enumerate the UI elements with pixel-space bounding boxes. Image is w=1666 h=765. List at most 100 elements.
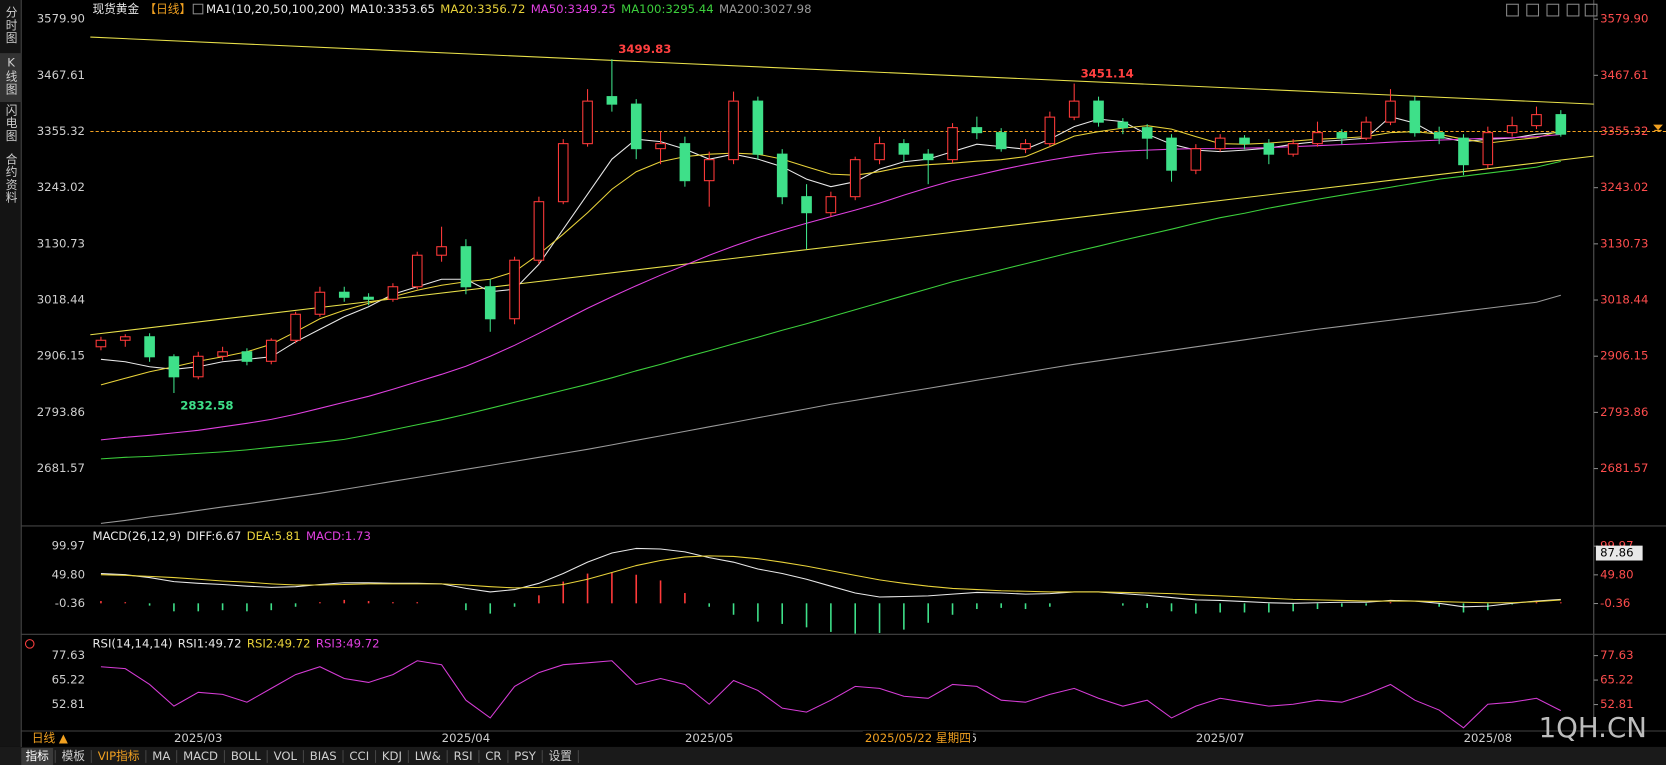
candle-body xyxy=(995,132,1007,150)
y2-tick-label: 3355.32 xyxy=(1600,124,1648,138)
candle-body xyxy=(1385,100,1396,123)
candle-body xyxy=(1190,148,1202,171)
period-button[interactable]: 日线 ▲ xyxy=(32,731,68,745)
sidebar-tab[interactable]: K线图 xyxy=(4,55,18,96)
y2-tick-label: 77.63 xyxy=(1600,648,1633,662)
bottom-tab[interactable]: 指标 xyxy=(26,749,50,763)
candle-body xyxy=(509,259,520,320)
candle-body xyxy=(1531,114,1542,127)
candle-body xyxy=(1044,116,1056,145)
y2-tick-label: 3130.73 xyxy=(1600,236,1648,250)
sidebar-tab[interactable]: 合约资料 xyxy=(4,152,18,204)
settings-icon[interactable] xyxy=(24,639,35,649)
sidebar-tab[interactable]: 分时图 xyxy=(4,6,18,44)
x-tick-label: 2025/04 xyxy=(442,731,491,745)
y2-tick-label: 2906.15 xyxy=(1600,349,1648,363)
candle-body xyxy=(971,127,983,134)
candle-body xyxy=(1239,137,1250,145)
candle-body xyxy=(1020,143,1031,150)
bottom-tab[interactable]: BIAS xyxy=(310,749,337,763)
y-tick-label: 3579.90 xyxy=(37,12,85,26)
y-tick-label: -0.36 xyxy=(55,596,85,610)
candle-body xyxy=(1093,100,1104,123)
candle-body xyxy=(460,246,472,288)
candle-body xyxy=(1287,143,1299,155)
icon[interactable] xyxy=(1566,3,1580,17)
panel-header: RSI1:49.72 xyxy=(178,636,242,650)
candle-body xyxy=(217,351,228,357)
ma-line xyxy=(100,294,1561,524)
icon[interactable] xyxy=(1546,3,1560,17)
x-tick-label: 2025/07 xyxy=(1196,731,1245,745)
x-tick-label: 2025/03 xyxy=(174,731,223,745)
y2-tick-label: 2681.57 xyxy=(1600,461,1648,475)
bottom-tab[interactable]: RSI xyxy=(454,749,473,763)
y2-tick-label: 52.81 xyxy=(1600,697,1633,711)
candle-body xyxy=(1117,121,1129,129)
candle-body xyxy=(411,254,423,288)
bottom-tab[interactable]: PSY xyxy=(514,749,536,763)
candle-body xyxy=(728,100,739,161)
sidebar-tab[interactable]: 闪电图 xyxy=(4,103,18,142)
y2-tick-label: 2793.86 xyxy=(1600,405,1648,419)
candle-body xyxy=(1141,127,1153,139)
candle-body xyxy=(363,296,374,300)
bottom-tab[interactable]: CR xyxy=(485,749,501,763)
candle-body xyxy=(119,336,131,341)
candle-body xyxy=(241,351,253,362)
y2-tick-label: 3018.44 xyxy=(1600,293,1648,307)
value-tag: 87.86 xyxy=(1600,546,1633,560)
bottom-tab[interactable]: BOLL xyxy=(231,749,261,763)
y2-tick-label: 3579.90 xyxy=(1600,12,1648,26)
bottom-tab[interactable]: LW& xyxy=(415,749,441,763)
candle-body xyxy=(582,100,593,145)
candle-body xyxy=(679,143,691,182)
y-tick-label: 2681.57 xyxy=(37,461,85,475)
panel-header: MA100:3295.44 xyxy=(621,2,714,16)
candle-body xyxy=(95,339,107,348)
candle-body xyxy=(1068,100,1080,118)
panel-header: RSI3:49.72 xyxy=(316,636,380,650)
bottom-tab[interactable]: 模板 xyxy=(62,749,86,763)
panel-header: MA200:3027.98 xyxy=(719,2,812,16)
x-tick-label: 2025/08 xyxy=(1464,731,1513,745)
cursor-label: 2025/05/22 星期四 xyxy=(865,731,971,745)
y-tick-label: 3467.61 xyxy=(37,68,85,82)
icon[interactable] xyxy=(1506,3,1519,17)
bottom-tab[interactable]: MA xyxy=(152,749,170,763)
candle-body xyxy=(1312,132,1323,145)
bottom-tab[interactable]: 设置 xyxy=(549,749,573,763)
y-tick-label: 2906.15 xyxy=(37,349,85,363)
candle-body xyxy=(436,246,447,256)
bottom-tab[interactable]: CCI xyxy=(349,749,369,763)
panel-header: 【日线】 xyxy=(144,2,191,16)
candle-body xyxy=(874,143,885,161)
sidebar xyxy=(0,0,22,747)
candle-body xyxy=(898,143,910,155)
bottom-tab[interactable]: KDJ xyxy=(382,749,402,763)
panel-header: RSI2:49.72 xyxy=(247,636,311,650)
bottom-tab[interactable]: VOL xyxy=(274,749,298,763)
macd-line xyxy=(100,547,1561,608)
candle-body xyxy=(168,356,180,378)
icon[interactable] xyxy=(1584,3,1598,17)
candle-body xyxy=(314,291,326,315)
y-tick-label: 3018.44 xyxy=(37,293,85,307)
candle-body xyxy=(776,153,788,198)
panel-header: MA20:3356.72 xyxy=(440,2,525,16)
icon[interactable] xyxy=(1526,3,1540,17)
price-arrow xyxy=(1653,124,1663,131)
y-tick-label: 3355.32 xyxy=(37,124,85,138)
candle-body xyxy=(484,286,496,320)
bottom-tab[interactable]: MACD xyxy=(183,749,218,763)
panel-header: DEA:5.81 xyxy=(247,529,301,543)
candle-body xyxy=(1433,132,1445,139)
panel-header: 现货黄金 xyxy=(92,2,139,16)
y2-tick-label: 65.22 xyxy=(1600,673,1633,687)
bottom-tab[interactable]: VIP指标 xyxy=(98,749,140,763)
extreme-label: 2832.58 xyxy=(180,398,233,412)
trendline xyxy=(90,36,1594,105)
candle-body xyxy=(533,201,545,261)
